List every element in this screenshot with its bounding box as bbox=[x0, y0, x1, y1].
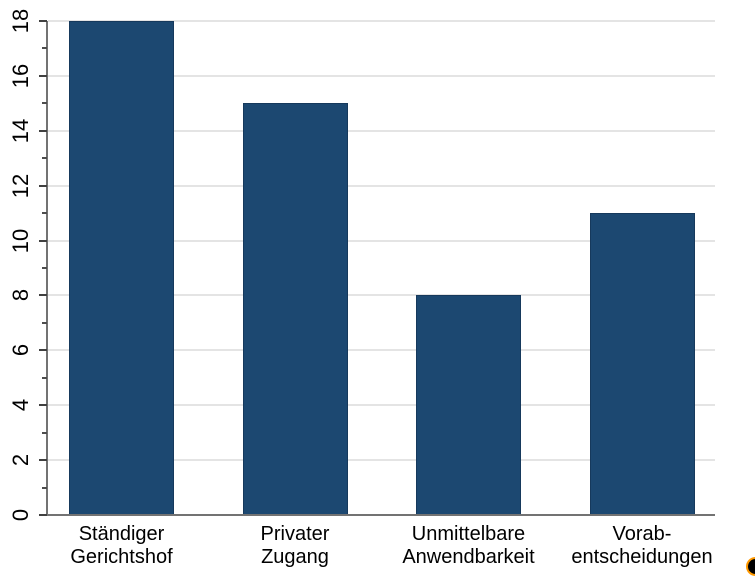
y-minor-tick-17 bbox=[42, 47, 47, 50]
gridline-y-6 bbox=[48, 349, 715, 352]
y-major-tick-2 bbox=[39, 459, 47, 462]
category-label-line: entscheidungen bbox=[571, 546, 713, 568]
y-major-tick-16 bbox=[39, 74, 47, 77]
y-major-tick-10 bbox=[39, 239, 47, 242]
y-minor-tick-1 bbox=[42, 486, 47, 489]
y-tick-label-14: 14 bbox=[8, 118, 33, 144]
category-label-2: Unmittelbare Anwendbarkeit bbox=[359, 523, 579, 569]
slide-bullet-dot bbox=[746, 557, 755, 576]
gridline-y-12 bbox=[48, 184, 715, 187]
y-tick-label-18: 18 bbox=[8, 8, 33, 34]
bar-1 bbox=[242, 103, 348, 515]
category-label-line: Gerichtshof bbox=[70, 546, 173, 568]
category-label-line: Unmittelbare bbox=[411, 523, 526, 545]
y-major-tick-18 bbox=[39, 20, 47, 22]
category-label-line: Zugang bbox=[261, 546, 329, 568]
gridline-y-10 bbox=[48, 239, 715, 242]
y-major-tick-6 bbox=[39, 349, 47, 352]
y-tick-label-8: 8 bbox=[8, 289, 33, 302]
y-minor-tick-15 bbox=[42, 102, 47, 105]
y-tick-label-10: 10 bbox=[8, 228, 33, 253]
gridline-y-8 bbox=[48, 294, 715, 297]
bar-3 bbox=[589, 213, 695, 515]
y-tick-label-4: 4 bbox=[8, 399, 33, 412]
category-label-line: Anwendbarkeit bbox=[402, 546, 535, 568]
gridline-y-14 bbox=[48, 129, 715, 132]
category-label-line: Vorab- bbox=[612, 523, 672, 545]
y-minor-tick-13 bbox=[42, 157, 47, 160]
y-minor-tick-9 bbox=[42, 267, 47, 269]
y-minor-tick-3 bbox=[42, 431, 47, 434]
category-label-1: Privater Zugang bbox=[185, 523, 405, 569]
y-axis-line bbox=[46, 21, 48, 516]
y-tick-label-0: 0 bbox=[8, 508, 33, 522]
gridline-y-16 bbox=[48, 74, 715, 77]
bar-2 bbox=[416, 295, 521, 515]
category-label-line: Privater bbox=[260, 523, 330, 545]
gridline-y-4 bbox=[48, 404, 715, 407]
y-major-tick-14 bbox=[39, 129, 47, 132]
y-tick-label-16: 16 bbox=[8, 63, 33, 89]
y-minor-tick-11 bbox=[42, 212, 47, 215]
gridline-y-18 bbox=[48, 20, 715, 22]
plot-area bbox=[48, 20, 715, 515]
y-major-tick-4 bbox=[39, 404, 47, 407]
y-minor-tick-7 bbox=[42, 321, 47, 324]
y-major-tick-8 bbox=[39, 294, 47, 297]
y-tick-label-2: 2 bbox=[8, 453, 33, 467]
category-label-line: Ständiger bbox=[78, 523, 165, 545]
y-tick-label-12: 12 bbox=[8, 173, 33, 198]
y-minor-tick-5 bbox=[42, 376, 47, 379]
category-label-3: Vorab-entscheidungen bbox=[532, 523, 752, 569]
category-label-0: Ständiger Gerichtshof bbox=[12, 523, 232, 569]
y-major-tick-0 bbox=[39, 514, 47, 516]
y-tick-label-6: 6 bbox=[8, 344, 33, 357]
bar-0 bbox=[69, 21, 174, 515]
x-axis-line bbox=[46, 514, 715, 516]
y-major-tick-12 bbox=[39, 184, 47, 187]
gridline-y-2 bbox=[48, 459, 715, 462]
